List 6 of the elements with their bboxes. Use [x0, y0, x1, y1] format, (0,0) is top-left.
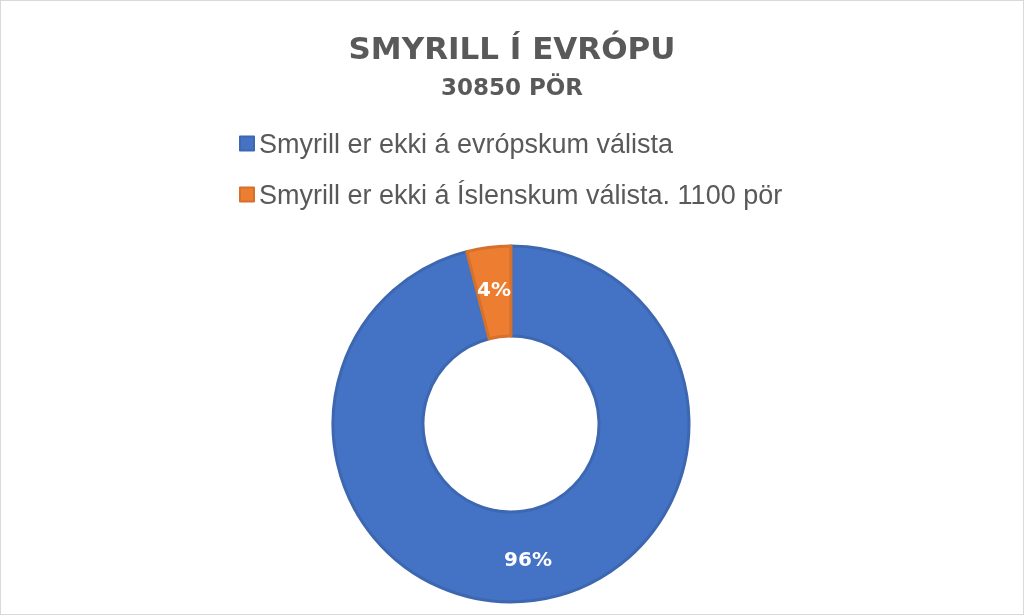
legend-label: Smyrill er ekki á evrópskum válista	[259, 128, 675, 159]
chart-subtitle: 30850 PÖR	[440, 72, 584, 100]
chart-title: SMYRILL Í EVRÓPU	[348, 29, 676, 66]
data-label: 4%	[476, 277, 511, 302]
data-label: 96%	[504, 546, 552, 571]
legend-label: Smyrill er ekki á Íslenskum válista. 1100 pör	[259, 179, 783, 210]
